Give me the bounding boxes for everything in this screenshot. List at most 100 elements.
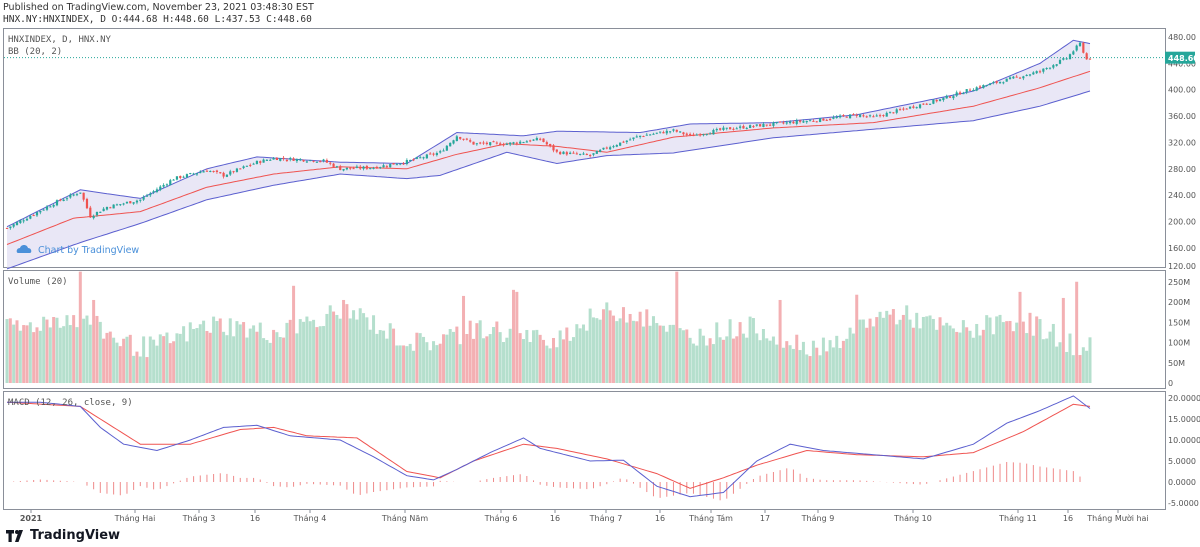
- volume-bar: [1071, 355, 1075, 383]
- candle-body: [289, 157, 292, 160]
- volume-bar: [701, 335, 705, 383]
- volume-bar: [472, 338, 476, 383]
- volume-bar: [1008, 320, 1012, 383]
- candle-body: [855, 114, 858, 116]
- candle-body: [429, 153, 432, 155]
- time-axis-tick: Tháng Mười hai: [1086, 513, 1148, 523]
- candle-body: [542, 138, 545, 142]
- candle-body: [942, 97, 945, 101]
- candle-body: [655, 132, 658, 134]
- candle-body: [679, 131, 682, 133]
- volume-bar: [212, 316, 216, 383]
- volume-bar: [555, 347, 559, 383]
- volume-bar: [35, 327, 39, 383]
- volume-bar: [1035, 316, 1039, 383]
- volume-bar: [145, 357, 149, 383]
- volume-bar: [355, 319, 359, 383]
- candle-body: [502, 144, 505, 146]
- candle-body: [122, 203, 125, 205]
- volume-bar: [888, 314, 892, 383]
- macd-axis-tick: 5.0000: [1168, 457, 1196, 466]
- candle-body: [115, 204, 119, 206]
- volume-bar: [535, 329, 539, 383]
- candle-body: [202, 171, 205, 173]
- candle-body: [768, 124, 772, 126]
- candle-body: [905, 108, 908, 110]
- candle-body: [512, 142, 515, 144]
- candle-body: [925, 103, 928, 105]
- volume-bar: [691, 343, 695, 383]
- candle-body: [1088, 58, 1092, 60]
- candle-body: [239, 168, 242, 170]
- price-axis-tick: 400.00: [1168, 86, 1196, 95]
- candle-body: [798, 120, 802, 122]
- volume-bar: [365, 317, 369, 383]
- volume-bar: [935, 329, 939, 383]
- volume-bar: [12, 324, 16, 383]
- candle-body: [832, 117, 835, 119]
- volume-bar: [465, 333, 469, 383]
- volume-bar: [28, 322, 32, 383]
- candle-body: [182, 176, 185, 178]
- volume-bar: [1021, 321, 1025, 383]
- candle-body: [212, 171, 215, 173]
- volume-bar: [295, 333, 299, 383]
- candle-body: [988, 83, 992, 86]
- tradingview-watermark[interactable]: Chart by TradingView: [16, 245, 140, 256]
- volume-bar: [15, 320, 19, 383]
- macd-line: [7, 395, 1091, 498]
- volume-bar: [618, 318, 622, 383]
- bb-lower-line: [6, 90, 1091, 270]
- volume-bar: [18, 330, 22, 383]
- volume-bar: [925, 316, 929, 383]
- volume-bar: [195, 328, 199, 383]
- volume-bar: [172, 341, 176, 383]
- volume-pane-title: Volume (20): [8, 277, 68, 287]
- volume-bar: [1085, 350, 1089, 383]
- candle-body: [355, 166, 358, 168]
- candle-body: [792, 121, 795, 124]
- volume-bar: [725, 336, 729, 383]
- bb-indicator-title: BB (20, 2): [8, 47, 62, 57]
- candle-body: [415, 157, 418, 159]
- tradingview-brand[interactable]: TradingView: [6, 528, 120, 543]
- volume-bar: [808, 356, 812, 383]
- volume-bar: [738, 322, 742, 383]
- price-pane-frame: [3, 28, 1166, 268]
- volume-bar: [415, 332, 419, 383]
- volume-bar: [242, 322, 246, 383]
- candle-body: [865, 116, 868, 118]
- volume-bar: [778, 299, 782, 383]
- candle-body: [535, 138, 538, 141]
- candle-body: [958, 92, 962, 95]
- volume-bar: [681, 330, 685, 383]
- candle-body: [5, 227, 9, 229]
- candle-body: [362, 166, 365, 169]
- candle-body: [1008, 77, 1012, 79]
- volume-bar: [881, 317, 885, 383]
- volume-bar: [322, 326, 326, 383]
- macd-pane-title: MACD (12, 26, close, 9): [8, 398, 133, 408]
- candle-body: [259, 161, 262, 163]
- macd-axis-tick: 15.0000: [1168, 415, 1200, 424]
- volume-bar: [845, 338, 849, 383]
- volume-bar: [82, 318, 86, 383]
- volume-bar: [312, 319, 316, 383]
- volume-bar: [272, 329, 276, 383]
- candle-body: [585, 154, 588, 156]
- volume-bar: [671, 324, 675, 383]
- volume-bar: [265, 340, 269, 383]
- candle-body: [902, 108, 905, 110]
- candle-body: [522, 142, 525, 144]
- candle-body: [852, 114, 855, 116]
- candle-body: [175, 176, 179, 180]
- candle-body: [142, 197, 145, 200]
- candle-body: [612, 146, 615, 148]
- bb-band-fill: [7, 40, 1090, 269]
- volume-bar: [528, 342, 532, 383]
- candle-body: [575, 153, 578, 155]
- price-axis-tick: 280.00: [1168, 165, 1196, 174]
- volume-bar: [122, 338, 126, 383]
- candle-body: [745, 127, 748, 129]
